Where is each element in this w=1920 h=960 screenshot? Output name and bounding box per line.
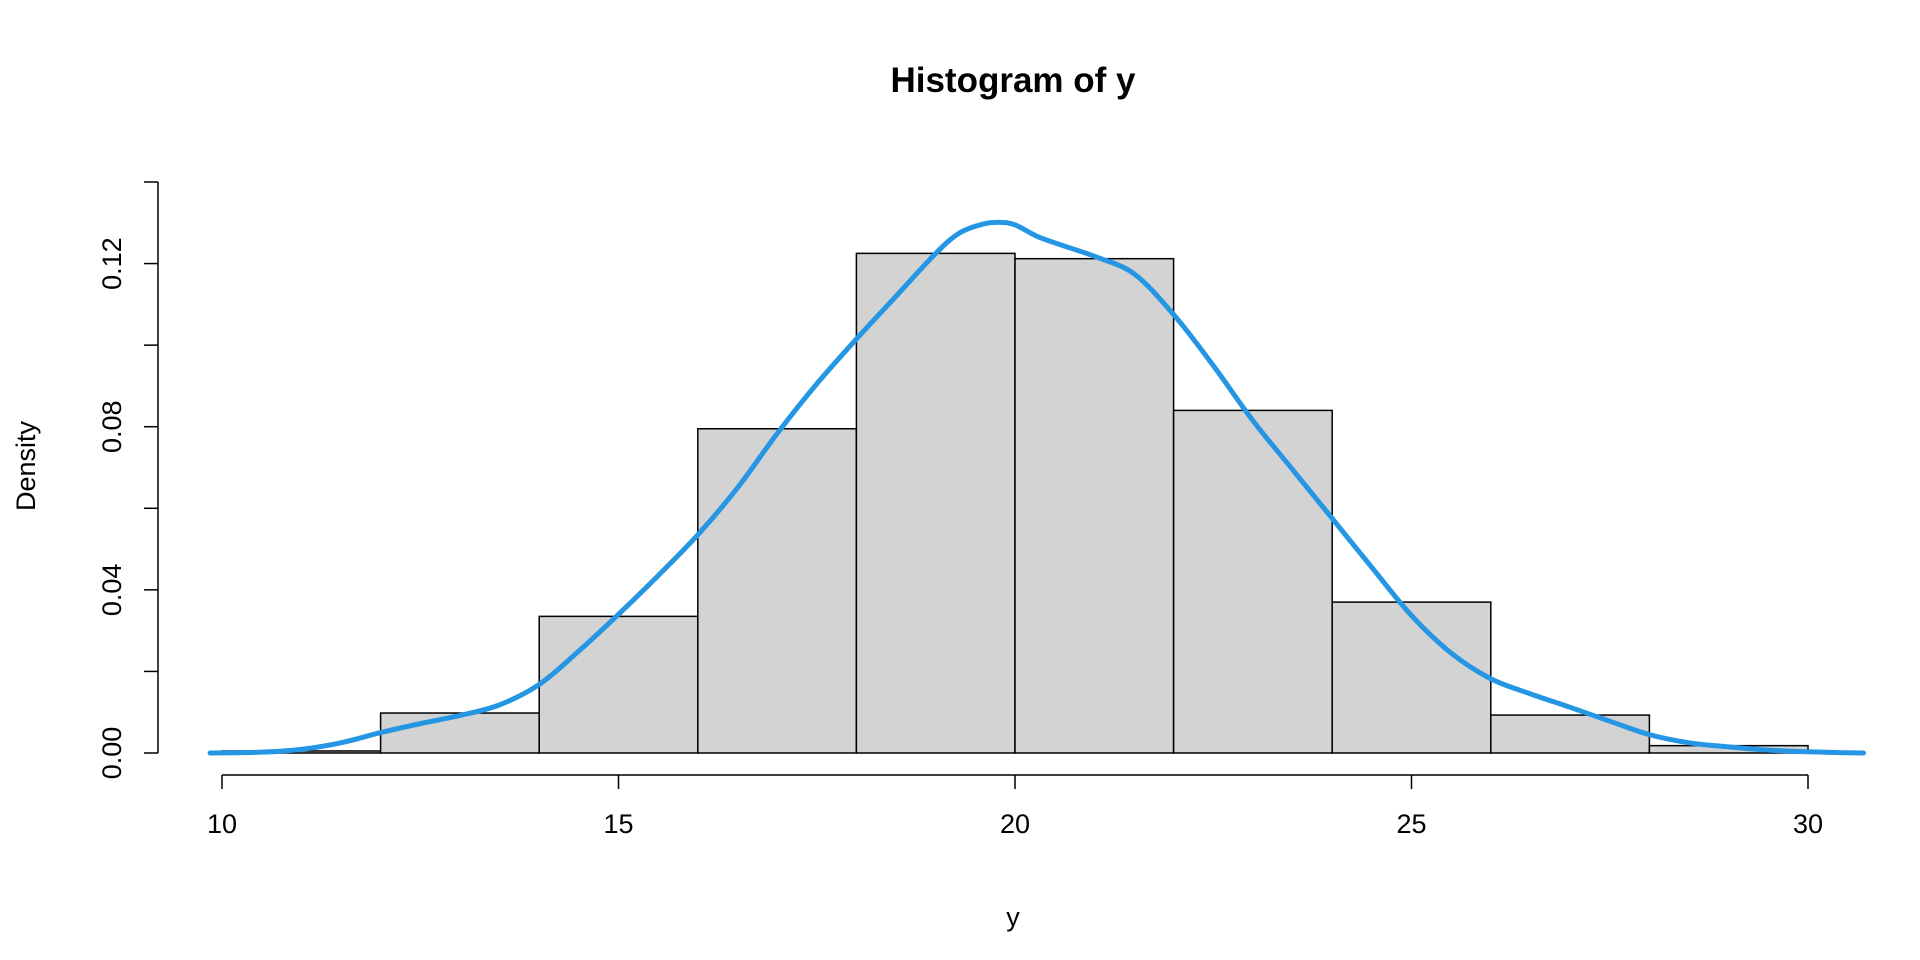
histogram-bar-26-28 xyxy=(1490,714,1651,754)
x-axis-label: y xyxy=(1006,902,1020,932)
histogram-bars xyxy=(221,252,1809,754)
y-tick-label: 0.12 xyxy=(97,237,127,290)
y-axis-label: Density xyxy=(11,420,41,511)
y-tick-label: 0.08 xyxy=(97,400,127,453)
histogram-bar-20-22 xyxy=(1014,257,1175,754)
chart-title: Histogram of y xyxy=(890,61,1136,100)
y-tick-label: 0.04 xyxy=(97,564,127,617)
x-axis: 10 15 20 25 30 xyxy=(207,774,1823,839)
x-tick-label: 10 xyxy=(207,809,237,839)
x-tick-label: 25 xyxy=(1396,809,1426,839)
histogram-bar-16-18 xyxy=(697,428,858,754)
y-tick-label: 0.00 xyxy=(97,727,127,780)
x-tick-label: 20 xyxy=(1000,809,1030,839)
histogram-bar-22-24 xyxy=(1172,409,1333,754)
histogram-bar-12-14 xyxy=(379,712,540,754)
histogram-bar-24-26 xyxy=(1331,601,1492,754)
x-tick-label: 15 xyxy=(603,809,633,839)
histogram-bar-14-16 xyxy=(538,615,699,754)
y-axis: 0.00 0.04 0.08 0.12 xyxy=(97,181,159,780)
x-tick-label: 30 xyxy=(1793,809,1823,839)
density-curve-layer xyxy=(207,219,1867,756)
density-curve xyxy=(207,219,1867,756)
histogram-bar-18-20 xyxy=(855,252,1016,754)
